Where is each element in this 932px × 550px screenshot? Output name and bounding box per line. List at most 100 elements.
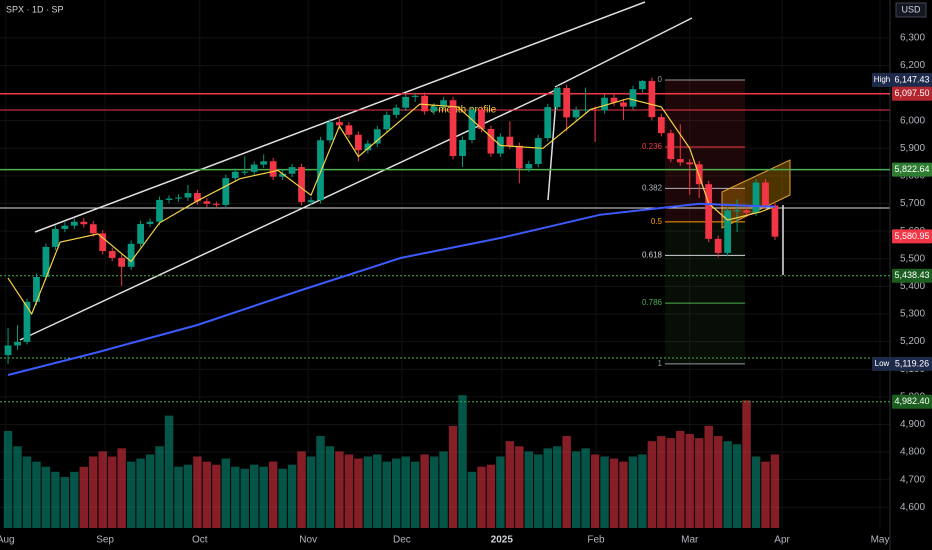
candle-body: [487, 128, 495, 154]
volume-bar: [126, 461, 136, 528]
volume-bar: [354, 458, 363, 528]
candle-body: [402, 96, 410, 108]
candle-body: [336, 122, 343, 126]
candle-body: [317, 140, 324, 201]
volume-bar: [51, 471, 60, 528]
volume-bar: [70, 471, 79, 528]
candle-body: [449, 100, 457, 157]
y-tick-label: 6,300: [900, 32, 925, 43]
candle-body: [534, 138, 542, 165]
volume-bar: [467, 471, 477, 528]
candle-body: [279, 173, 287, 177]
volume-bar: [212, 464, 221, 528]
y-tick-label: 5,700: [900, 198, 925, 209]
price-name: Low: [875, 359, 890, 368]
volume-bar: [770, 454, 780, 528]
candle-body: [250, 164, 258, 172]
price-label: 5,580.95: [894, 231, 929, 241]
volume-bar: [638, 454, 647, 528]
candle-body: [165, 198, 173, 200]
volume-bar: [534, 454, 543, 528]
price-label-box: [892, 268, 932, 283]
volume-bar: [458, 395, 467, 528]
y-tick-label: 5,500: [900, 253, 925, 264]
volume-bar: [278, 468, 287, 528]
candle-body: [591, 109, 599, 111]
y-tick-label: 5,200: [900, 336, 925, 347]
y-tick-label: 6,000: [900, 115, 925, 126]
moving-average: [7, 202, 776, 376]
volume-bar: [410, 461, 420, 528]
volume-bar: [543, 448, 552, 528]
candle-body: [440, 100, 447, 107]
candle-body: [89, 224, 97, 234]
volume-bar: [609, 458, 619, 528]
candle-body: [354, 134, 362, 151]
candle-body: [752, 182, 760, 213]
price-name-box: [872, 72, 892, 87]
volume-bar: [41, 466, 51, 528]
candle-body: [203, 201, 211, 204]
candle-body: [260, 161, 268, 165]
fib-label: 0.382: [642, 184, 663, 193]
volume-bar: [676, 430, 685, 528]
volume-bar: [382, 461, 392, 528]
currency: USD: [901, 4, 921, 14]
volume-bar: [249, 464, 259, 528]
fib-zone: [665, 79, 745, 222]
volume-bar: [666, 438, 676, 528]
candle-body: [733, 210, 741, 212]
volume-bar: [742, 400, 751, 528]
volume-bar: [297, 451, 306, 528]
volume-bar: [392, 458, 401, 528]
volume-bar: [287, 464, 297, 528]
y-tick-label: 5,400: [900, 281, 925, 292]
candle-body: [544, 107, 552, 139]
candle-body: [771, 205, 779, 237]
x-tick-label: Aug: [0, 535, 15, 546]
candle-body: [298, 167, 305, 203]
x-tick-label: Nov: [299, 535, 317, 546]
volume-bar: [22, 456, 32, 528]
candle-body: [743, 210, 750, 213]
candle-body: [23, 301, 31, 342]
candle-body: [42, 246, 50, 277]
volume-bar: [325, 446, 335, 528]
volume-bar: [647, 441, 657, 528]
candle-body: [648, 80, 656, 118]
price-label: 6,097.50: [894, 88, 929, 98]
candle-body: [468, 109, 476, 141]
x-tick-label: 2025: [491, 535, 514, 546]
trend-line: [34, 1, 646, 233]
candle-body: [620, 102, 627, 107]
volume-bar: [363, 456, 373, 528]
candle-body: [762, 182, 769, 206]
candle-body: [33, 276, 40, 302]
volume-bar: [600, 456, 609, 528]
volume-bar: [524, 451, 534, 528]
volume-bar: [3, 430, 13, 528]
candle-body: [563, 88, 571, 118]
price-label: 5,438.43: [894, 270, 929, 280]
volume-bar: [231, 466, 240, 528]
volume-bar: [221, 458, 231, 528]
x-tick-label: May: [871, 535, 890, 546]
candle-body: [52, 228, 59, 247]
candle-body: [383, 114, 391, 130]
volume-bar: [32, 461, 41, 528]
volume-bar: [515, 446, 524, 528]
candle-body: [241, 171, 249, 173]
volume-bar: [439, 451, 448, 528]
candle-body: [515, 145, 523, 169]
candle-body: [686, 162, 694, 165]
candle-body: [601, 97, 608, 111]
volume-bar: [89, 456, 98, 528]
candle-body: [184, 193, 192, 198]
candle-body: [231, 171, 239, 179]
volume-bar: [562, 436, 571, 528]
y-tick-label: 5,300: [900, 309, 925, 320]
candle-body: [108, 251, 116, 258]
volume-bar: [373, 454, 382, 528]
fib-zone: [665, 221, 745, 364]
